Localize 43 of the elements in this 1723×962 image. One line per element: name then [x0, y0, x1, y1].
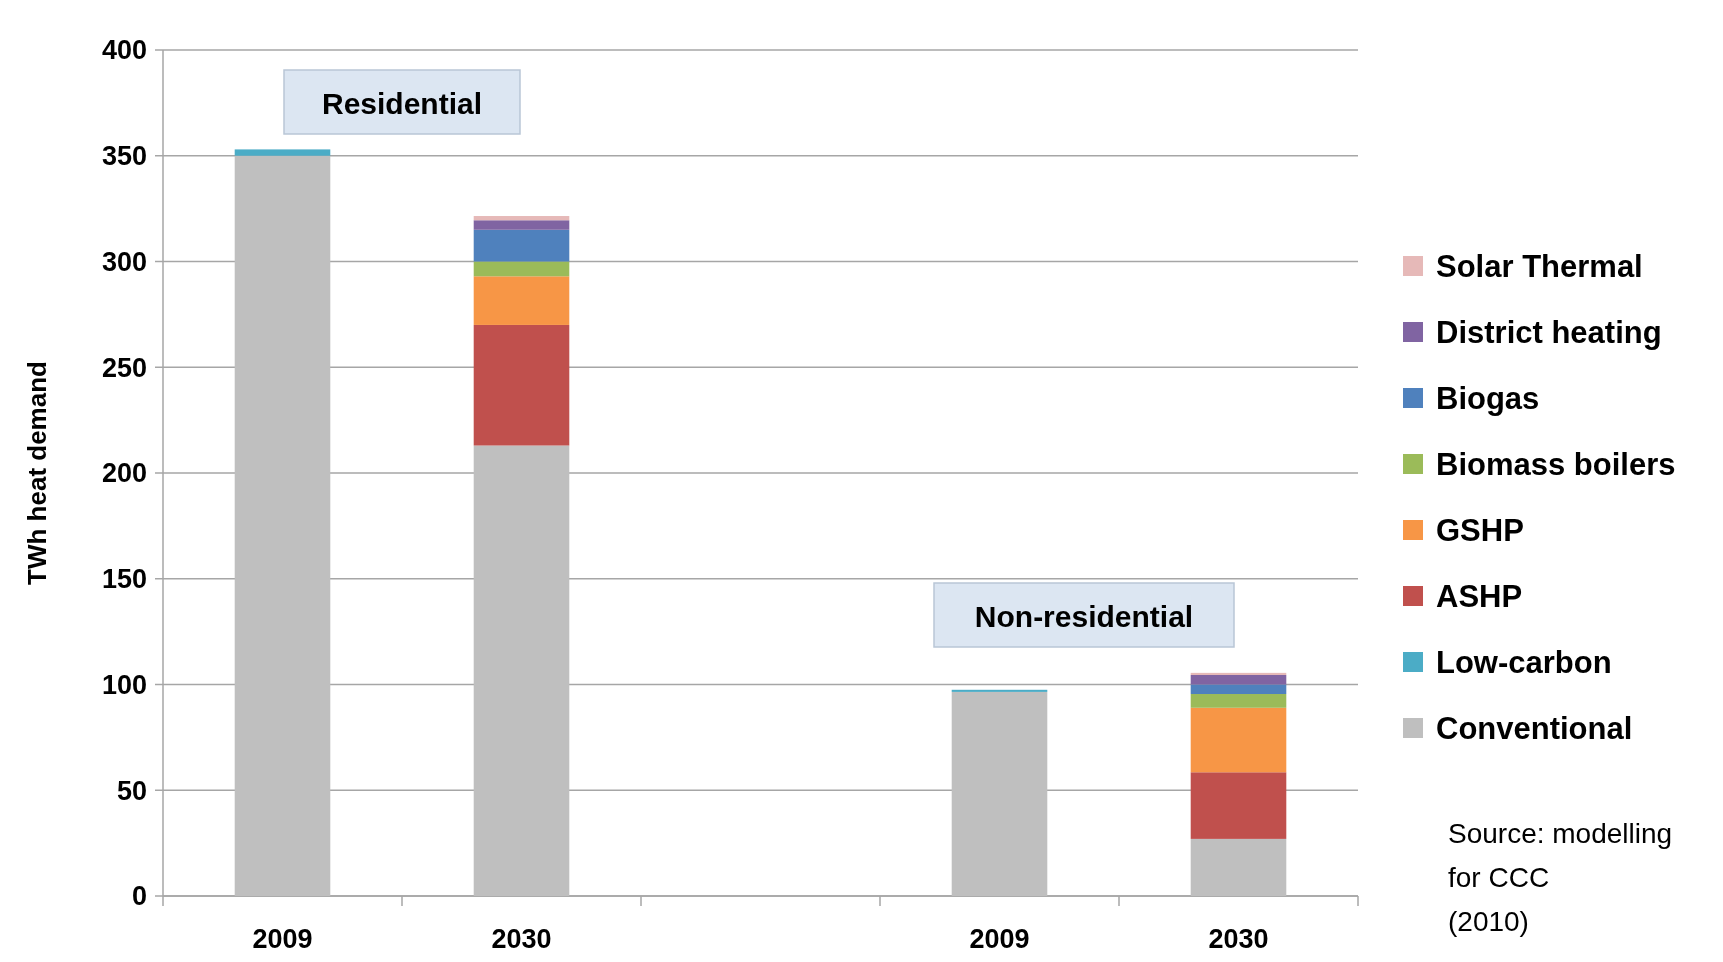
y-tick-label: 400	[101, 35, 147, 66]
bar	[473, 229, 570, 262]
y-tick-label: 0	[131, 881, 147, 912]
x-tick-label: 2009	[969, 924, 1030, 954]
y-tick-label: 100	[101, 669, 147, 700]
bar	[951, 691, 1048, 896]
y-tick-label: 300	[101, 246, 147, 277]
bar	[473, 445, 570, 896]
y-axis-title: TWh heat demand	[22, 361, 52, 585]
annotation: Non-residential	[974, 599, 1194, 633]
bar	[951, 689, 1048, 692]
bar	[1190, 772, 1287, 839]
bar	[473, 324, 570, 446]
legend-label: Biomass boilers	[1436, 446, 1676, 482]
bar	[1190, 694, 1287, 708]
x-tick-label: 2030	[491, 924, 552, 954]
bar	[1190, 684, 1287, 695]
bar	[1190, 674, 1287, 685]
legend-label: Biogas	[1436, 380, 1540, 416]
y-tick-label: 150	[101, 564, 147, 595]
legend-label: GSHP	[1436, 512, 1524, 548]
y-tick-label: 200	[101, 458, 147, 489]
y-tick-label: 250	[101, 352, 147, 383]
annotation: Residential	[321, 86, 483, 120]
bar	[234, 149, 331, 156]
legend-label: Solar Thermal	[1436, 248, 1643, 284]
y-tick-label: 50	[116, 775, 147, 806]
x-tick-label: 2009	[252, 924, 313, 954]
bar	[473, 216, 570, 221]
bar	[473, 261, 570, 277]
bar	[1190, 707, 1287, 773]
legend-label: Low-carbon	[1436, 644, 1612, 680]
y-tick-label: 350	[101, 141, 147, 172]
bar	[234, 155, 331, 896]
legend-label: Conventional	[1436, 710, 1633, 746]
bar	[1190, 838, 1287, 896]
source-note: Source: modelling for CCC (2010)	[1448, 818, 1673, 937]
bar	[473, 276, 570, 325]
legend-label: ASHP	[1436, 578, 1523, 614]
legend-label: District heating	[1436, 314, 1662, 350]
bar	[473, 220, 570, 230]
x-tick-label: 2030	[1208, 924, 1269, 954]
bar	[1190, 672, 1287, 675]
